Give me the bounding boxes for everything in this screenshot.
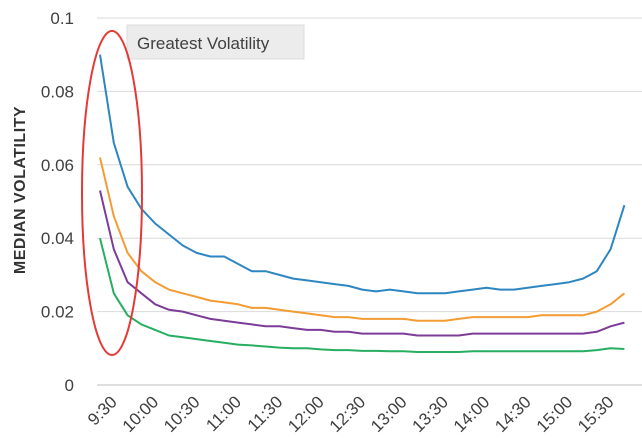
y-tick-label: 0.04 bbox=[41, 229, 74, 248]
series-line-1 bbox=[99, 54, 626, 295]
x-axis-ticks: 9:3010:0010:3011:0011:3012:0012:3013:001… bbox=[84, 392, 618, 436]
highlight-ellipse bbox=[81, 30, 143, 356]
annotation-box: Greatest Volatility bbox=[126, 24, 305, 60]
x-tick-label: 10:30 bbox=[160, 392, 204, 436]
y-axis-ticks: 0 0.02 0.04 0.06 0.08 0.1 bbox=[41, 9, 74, 395]
x-tick-label: 12:30 bbox=[326, 392, 370, 436]
x-tick-label: 9:30 bbox=[84, 392, 121, 429]
x-tick-label: 14:00 bbox=[450, 392, 494, 436]
y-tick-label: 0.02 bbox=[41, 303, 74, 322]
x-tick-label: 15:00 bbox=[533, 392, 577, 436]
x-tick-label: 15:30 bbox=[574, 392, 618, 436]
y-tick-label: 0.08 bbox=[41, 82, 74, 101]
y-tick-label: 0 bbox=[65, 376, 74, 395]
y-tick-label: 0.06 bbox=[41, 156, 74, 175]
x-tick-label: 11:00 bbox=[202, 392, 245, 435]
series-line-2 bbox=[99, 157, 626, 322]
gridlines bbox=[97, 17, 642, 386]
series-line-4 bbox=[99, 237, 625, 353]
series-lines bbox=[99, 54, 626, 353]
series-line-3 bbox=[99, 190, 625, 337]
x-tick-label: 14:30 bbox=[491, 392, 535, 436]
x-tick-label: 10:00 bbox=[119, 392, 163, 436]
x-tick-label: 11:30 bbox=[244, 392, 287, 435]
annotation-label: Greatest Volatility bbox=[137, 34, 270, 53]
x-tick-label: 13:30 bbox=[409, 392, 453, 436]
x-tick-label: 12:00 bbox=[284, 392, 328, 436]
x-tick-label: 13:00 bbox=[367, 392, 411, 436]
y-axis-label: MEDIAN VOLATILITY bbox=[12, 106, 29, 274]
y-tick-label: 0.1 bbox=[50, 9, 74, 28]
